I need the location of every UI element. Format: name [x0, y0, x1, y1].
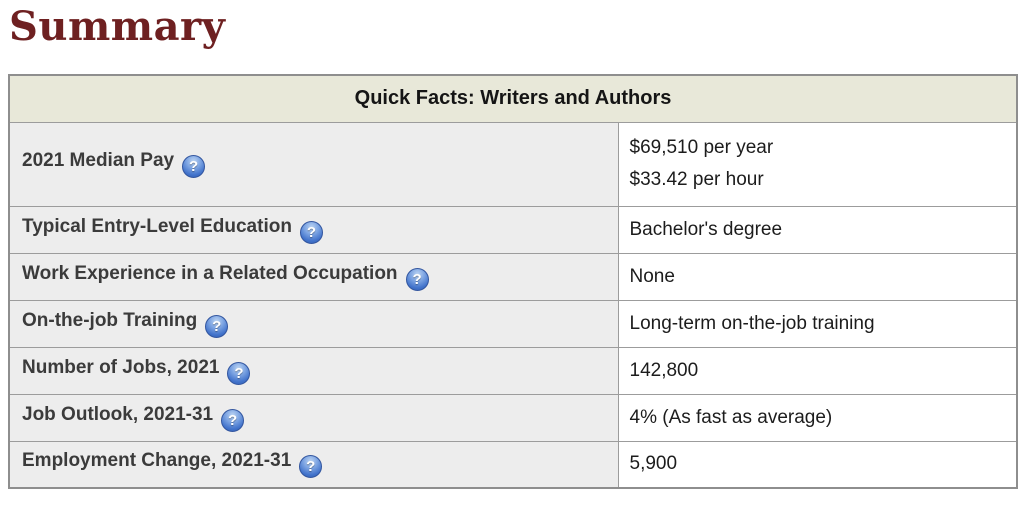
row-value-cell: 4% (As fast as average) — [617, 393, 1018, 442]
row-label-cell: Number of Jobs, 2021? — [8, 346, 619, 395]
row-value: 142,800 — [629, 359, 699, 381]
row-label: Typical Entry-Level Education — [22, 215, 292, 237]
row-value-cell: None — [617, 252, 1018, 301]
row-value-cell: 5,900 — [617, 440, 1018, 489]
row-label-cell: Employment Change, 2021-31? — [8, 440, 619, 489]
row-label-cell: On-the-job Training? — [8, 299, 619, 348]
table-title: Quick Facts: Writers and Authors — [8, 74, 1018, 123]
quick-facts-table: Quick Facts: Writers and Authors 2021 Me… — [8, 74, 1019, 489]
help-icon[interactable]: ? — [182, 155, 206, 178]
row-value-cell: Long-term on-the-job training — [617, 299, 1018, 348]
row-label: On-the-job Training — [22, 309, 198, 331]
table-row: On-the-job Training? Long-term on-the-jo… — [8, 299, 1018, 348]
table-row: Work Experience in a Related Occupation?… — [8, 252, 1018, 301]
help-icon[interactable]: ? — [299, 455, 323, 479]
row-value: 5,900 — [629, 453, 678, 475]
row-value: None — [629, 265, 675, 287]
table-row: Number of Jobs, 2021? 142,800 — [8, 346, 1018, 395]
help-icon[interactable]: ? — [227, 361, 251, 385]
row-value: $33.42 per hour — [629, 169, 764, 190]
row-label: Work Experience in a Related Occupation — [22, 262, 398, 284]
help-icon[interactable]: ? — [405, 267, 429, 291]
row-label: Number of Jobs, 2021 — [22, 356, 220, 378]
row-label: Job Outlook, 2021-31 — [22, 403, 214, 425]
page-title: Summary — [9, 3, 226, 50]
help-icon[interactable]: ? — [221, 408, 245, 432]
row-value: 4% (As fast as average) — [629, 406, 833, 428]
row-value: Bachelor's degree — [629, 218, 783, 240]
row-value-cell: Bachelor's degree — [617, 205, 1018, 254]
row-label-cell: 2021 Median Pay? — [8, 121, 619, 207]
help-icon[interactable]: ? — [299, 220, 323, 244]
row-value: Long-term on-the-job training — [629, 312, 875, 334]
row-label-cell: Typical Entry-Level Education? — [8, 205, 619, 254]
row-value: $69,510 per year — [629, 137, 774, 158]
table-row: Employment Change, 2021-31? 5,900 — [8, 440, 1018, 489]
help-icon[interactable]: ? — [205, 314, 229, 338]
table-row: Typical Entry-Level Education? Bachelor'… — [8, 205, 1018, 254]
row-label: 2021 Median Pay — [22, 150, 175, 171]
row-value-cell: $69,510 per year $33.42 per hour — [617, 121, 1018, 207]
row-value-cell: 142,800 — [617, 346, 1018, 395]
table-row: Job Outlook, 2021-31? 4% (As fast as ave… — [8, 393, 1018, 442]
table-header-row: Quick Facts: Writers and Authors — [8, 74, 1018, 123]
row-label: Employment Change, 2021-31 — [22, 450, 292, 472]
table-row: 2021 Median Pay? $69,510 per year $33.42… — [8, 121, 1018, 207]
row-label-cell: Job Outlook, 2021-31? — [8, 393, 619, 442]
row-label-cell: Work Experience in a Related Occupation? — [8, 252, 619, 301]
